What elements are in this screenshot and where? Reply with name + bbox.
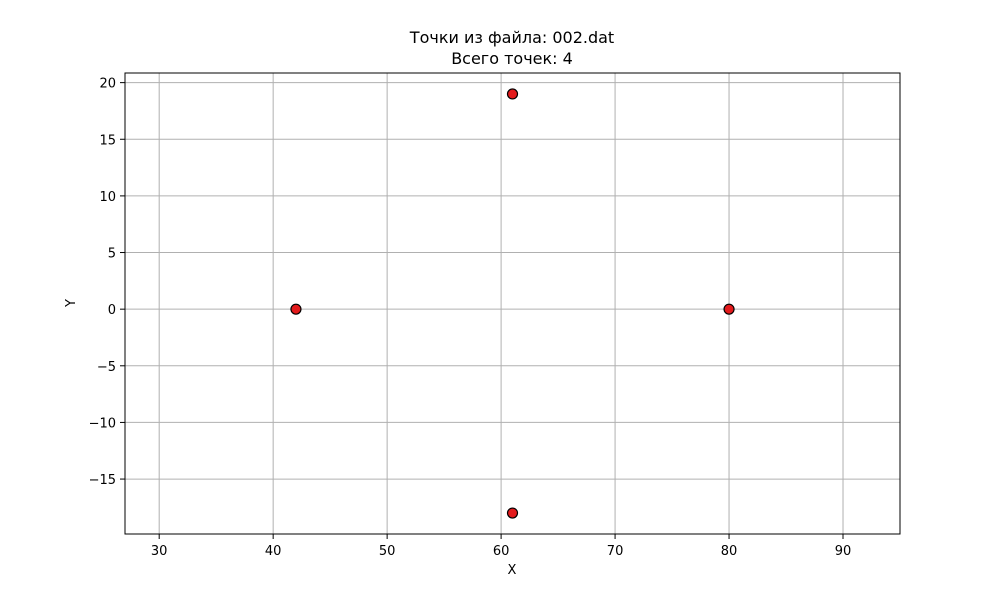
- scatter-point: [723, 303, 735, 315]
- y-tick-label: −15: [89, 473, 116, 488]
- y-tick-label: −5: [97, 360, 116, 375]
- scatter-point: [506, 88, 519, 100]
- chart-title: Точки из файла: 002.dat: [409, 28, 614, 47]
- x-tick-label: 80: [721, 544, 738, 559]
- y-tick-label: 20: [99, 77, 116, 92]
- y-tick-label: −10: [89, 416, 116, 431]
- axis-ticks: 30 40 50 60 70 80 90 −15 −10 −5 0 5 10 15 20: [89, 77, 852, 559]
- scatter-point: [290, 303, 302, 315]
- y-tick-label: 10: [99, 190, 116, 205]
- y-tick-label: 15: [99, 133, 116, 148]
- y-tick-label: 5: [108, 247, 116, 262]
- x-tick-label: 50: [379, 544, 396, 559]
- x-tick-label: 60: [493, 544, 510, 559]
- chart-subtitle: Всего точек: 4: [451, 49, 573, 68]
- x-tick-label: 40: [265, 544, 282, 559]
- y-axis-label: Y: [64, 299, 79, 308]
- y-tick-label: 0: [108, 303, 116, 318]
- scatter-point: [506, 507, 519, 519]
- plot-frame: [124, 72, 901, 535]
- x-axis-label: X: [508, 563, 517, 578]
- x-tick-label: 30: [151, 544, 168, 559]
- grid-lines: [125, 73, 900, 534]
- x-tick-label: 90: [835, 544, 852, 559]
- x-tick-label: 70: [607, 544, 624, 559]
- data-points: [290, 88, 735, 519]
